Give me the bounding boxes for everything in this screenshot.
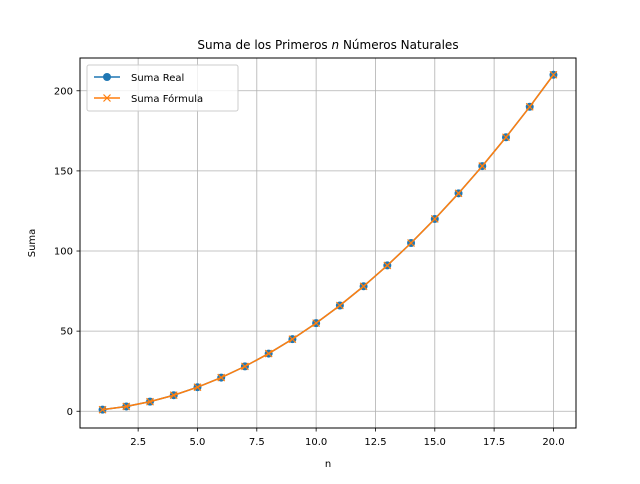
y-tick-label: 50 (60, 327, 73, 338)
y-tick-label: 0 (67, 407, 73, 418)
data-point-formula (169, 391, 178, 400)
data-point-formula (335, 301, 344, 310)
data-point-formula (430, 215, 439, 223)
plot-area (98, 70, 558, 414)
grid (80, 58, 576, 428)
data-point-formula (241, 362, 249, 371)
data-point-formula (502, 133, 510, 142)
chart-title-part2: Números Naturales (339, 38, 458, 52)
x-tick-label: 5.0 (190, 437, 206, 448)
data-point-formula (146, 397, 154, 406)
legend-label-formula: Suma Fórmula (131, 93, 203, 105)
y-tick-label: 150 (54, 166, 73, 177)
chart-title: Suma de los Primeros n Números Naturales (197, 38, 458, 52)
x-tick-label: 2.5 (130, 437, 146, 448)
legend: Suma Real Suma Fórmula (86, 64, 239, 112)
data-point-formula (312, 319, 321, 328)
y-tick-label: 200 (54, 86, 73, 97)
x-tick-label: 7.5 (249, 437, 265, 448)
y-axis: 0 50 100 150 200 (54, 86, 80, 418)
data-point-formula (549, 70, 558, 79)
data-point-formula (98, 405, 107, 414)
data-point-formula (122, 402, 131, 411)
y-tick-label: 100 (54, 247, 73, 258)
data-point-formula (478, 162, 487, 171)
x-tick-label: 20.0 (542, 437, 564, 448)
axes-frame (79, 57, 577, 429)
data-point-formula (407, 239, 415, 247)
data-point-formula (454, 189, 463, 198)
chart-title-part1: Suma de los Primeros (197, 38, 331, 52)
y-axis-label: Suma (27, 229, 38, 258)
data-point-formula (288, 335, 297, 344)
series-line-1 (102, 74, 555, 411)
x-tick-label: 17.5 (483, 437, 505, 448)
data-point-formula (383, 261, 392, 270)
x-tick-label: 12.5 (364, 437, 386, 448)
data-point-formula (193, 383, 202, 392)
legend-marker-formula (103, 94, 111, 102)
legend-label-real: Suma Real (131, 73, 184, 84)
data-point-formula (217, 373, 226, 382)
x-axis-label: n (325, 459, 331, 470)
data-point-formula (264, 349, 273, 358)
x-tick-label: 15.0 (424, 437, 446, 448)
data-point-formula (525, 102, 534, 111)
legend-box (86, 64, 239, 112)
chart-title-variable: n (332, 38, 340, 52)
data-point-formula (359, 282, 368, 291)
x-tick-label: 10.0 (305, 437, 327, 448)
legend-marker-real (103, 73, 111, 81)
x-axis: 2.5 5.0 7.5 10.0 12.5 15.0 17.5 20.0 (130, 428, 565, 448)
